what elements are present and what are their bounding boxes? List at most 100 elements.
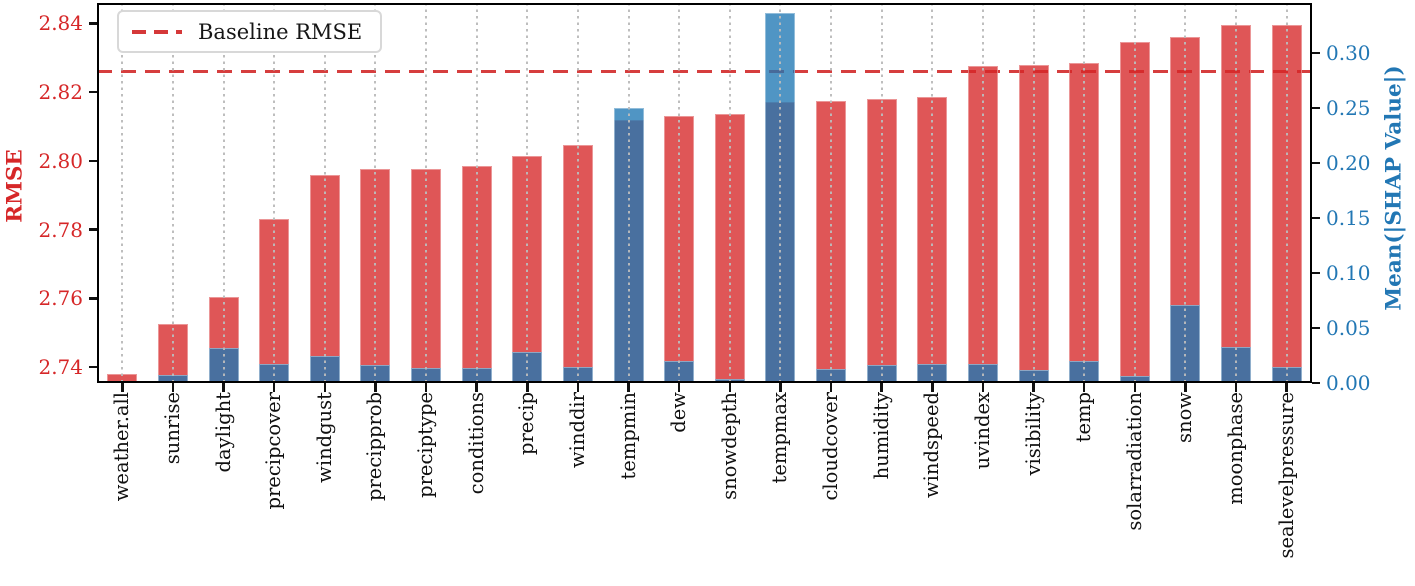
x-tick-label: uvindex — [970, 392, 994, 470]
x-tick — [424, 383, 428, 392]
x-tick-label: precipcover — [262, 392, 286, 510]
x-tick-label: windgust — [312, 392, 336, 483]
x-tick-label: tempmin — [616, 392, 640, 480]
x-tick-label: precipprob — [363, 392, 387, 502]
x-tick-label: humidity — [869, 392, 893, 480]
right-tick — [1312, 216, 1320, 220]
gridline — [323, 3, 326, 383]
gridline — [475, 3, 478, 383]
x-tick-label: temp — [1072, 392, 1096, 443]
legend: Baseline RMSE — [117, 10, 383, 53]
right-tick-label: 0.00 — [1326, 371, 1371, 395]
x-tick — [829, 383, 833, 392]
right-tick-label: 0.20 — [1326, 151, 1371, 176]
right-tick — [1312, 271, 1320, 275]
x-tick — [526, 383, 529, 392]
x-tick — [880, 383, 883, 392]
x-tick-label: solarradiation — [1122, 392, 1146, 531]
right-tick — [1312, 381, 1320, 385]
baseline-dash-sample — [132, 29, 182, 34]
x-tick — [222, 383, 225, 392]
x-tick — [1285, 383, 1288, 392]
gridline — [374, 3, 377, 383]
left-tick — [89, 90, 97, 94]
gridline — [981, 3, 984, 383]
gridline — [1184, 3, 1187, 383]
x-tick — [1234, 383, 1238, 392]
gridline — [171, 3, 174, 383]
right-axis-title: Mean(|SHAP Value|) — [1381, 65, 1407, 311]
x-tick-label: windspeed — [920, 392, 944, 499]
gridline — [1032, 3, 1035, 383]
left-tick-label: 2.76 — [38, 286, 83, 311]
gridline — [1083, 3, 1086, 383]
right-tick — [1312, 51, 1320, 55]
x-tick — [475, 383, 478, 392]
x-tick — [374, 383, 377, 392]
x-tick-label: dew — [667, 392, 691, 433]
gridline — [830, 3, 833, 383]
left-tick-label: 2.78 — [38, 217, 83, 242]
baseline-rmse-line — [97, 69, 1312, 74]
right-tick — [1312, 161, 1320, 165]
x-tick — [1133, 383, 1137, 392]
plot-area — [97, 3, 1312, 383]
gridline — [1235, 3, 1238, 383]
x-tick-label: snowdepth — [717, 392, 741, 500]
x-tick-label: winddir — [565, 392, 589, 469]
left-tick — [89, 365, 97, 369]
left-tick-label: 2.74 — [38, 355, 83, 380]
left-tick-label: 2.80 — [38, 148, 83, 173]
x-tick-label: visibility — [1021, 392, 1045, 476]
right-tick-label: 0.15 — [1326, 206, 1371, 231]
right-tick-label: 0.25 — [1326, 96, 1371, 121]
x-tick-label: daylight — [211, 392, 235, 473]
gridline — [931, 3, 934, 383]
x-tick — [677, 383, 681, 392]
gridline — [678, 3, 681, 383]
x-tick — [1082, 383, 1086, 392]
x-tick-label: conditions — [464, 392, 488, 495]
x-tick — [779, 383, 782, 392]
gridline — [425, 3, 428, 383]
x-tick-label: preciptype — [414, 392, 438, 498]
gridline — [576, 3, 579, 383]
gridline — [880, 3, 883, 383]
left-tick — [89, 159, 97, 163]
gridline — [273, 3, 276, 383]
left-tick — [89, 22, 97, 25]
gridline — [1133, 3, 1136, 383]
x-tick-label: precip — [515, 392, 539, 455]
x-tick — [728, 383, 732, 392]
right-tick-label: 0.10 — [1326, 261, 1371, 285]
x-tick-label: sunrise — [160, 392, 184, 465]
x-tick — [171, 383, 175, 392]
x-tick-label: tempmax — [768, 392, 792, 484]
x-tick-label: moonphase — [1224, 392, 1248, 505]
x-tick-label: cloudcover — [819, 392, 843, 501]
left-tick — [89, 228, 97, 231]
left-tick-label: 2.84 — [38, 11, 83, 36]
gridline — [526, 3, 529, 383]
x-tick — [272, 383, 276, 392]
x-tick-label: sealevelpressure — [1274, 392, 1298, 559]
right-tick — [1312, 106, 1320, 110]
x-tick — [121, 383, 124, 392]
x-tick — [1184, 383, 1187, 392]
gridline — [1285, 3, 1288, 383]
left-tick — [89, 297, 97, 300]
x-tick — [323, 383, 327, 392]
x-tick — [981, 383, 985, 392]
gridline — [728, 3, 731, 383]
gridline — [121, 3, 124, 383]
x-tick — [931, 383, 934, 392]
x-tick — [1032, 383, 1035, 392]
right-tick — [1312, 326, 1320, 330]
left-tick-label: 2.82 — [38, 80, 83, 105]
right-tick-label: 0.05 — [1326, 316, 1371, 340]
right-tick-label: 0.30 — [1326, 41, 1371, 66]
x-tick-label: snow — [1173, 392, 1197, 443]
gridline — [222, 3, 225, 383]
gridline — [779, 3, 782, 383]
